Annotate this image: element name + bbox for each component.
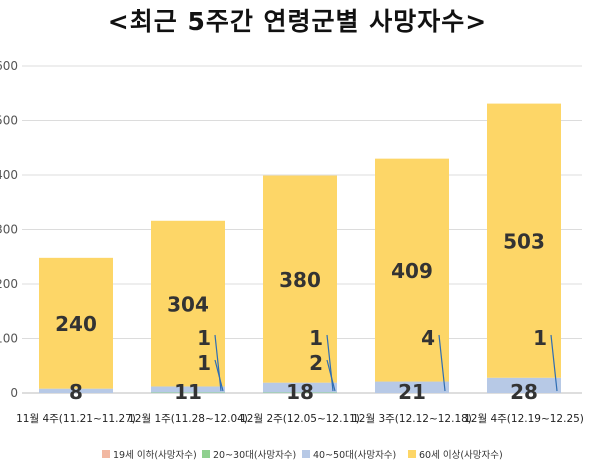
- bar-segment-1-1: [151, 392, 225, 393]
- data-label-40-50: 8: [69, 380, 83, 404]
- legend-label: 19세 이하(사망자수): [113, 449, 197, 461]
- callout-label: 2: [309, 351, 323, 375]
- data-label-60-plus: 304: [167, 293, 209, 317]
- bar-segment-3-1: [151, 220, 225, 387]
- data-label-40-50: 21: [398, 380, 426, 404]
- callout-label: 4: [421, 326, 435, 350]
- data-label-60-plus: 380: [279, 268, 321, 292]
- legend-label: 20~30대(사망자수): [213, 450, 296, 461]
- legend-swatch: [102, 450, 110, 458]
- callout-leader-line: [438, 334, 446, 392]
- bar-segment-3-4: [487, 103, 561, 378]
- callout-leader-line: [326, 359, 336, 392]
- callout-leader-line: [214, 359, 224, 392]
- bar-segment-2-1: [151, 386, 225, 393]
- bar-segment-2-3: [375, 381, 449, 393]
- callout-leader-line: [550, 334, 558, 392]
- legend-swatch: [302, 450, 310, 458]
- y-tick-label: 200: [0, 277, 18, 291]
- data-label-40-50: 28: [510, 380, 538, 404]
- legend: 19세 이하(사망자수) 20~30대(사망자수) 40~50대(사망자수) 60세 …: [102, 449, 503, 461]
- bar-segment-2-0: [39, 388, 113, 393]
- legend-swatch: [202, 450, 210, 458]
- bar-segment-3-3: [375, 158, 449, 382]
- y-tick-label: 100: [0, 332, 18, 346]
- data-label-40-50: 11: [174, 380, 202, 404]
- bar-segment-3-0: [39, 257, 113, 389]
- y-tick-label: 300: [0, 223, 18, 237]
- x-axis-label: 12월 3주(12.12~12.18): [352, 413, 472, 425]
- bars: [39, 103, 561, 393]
- bar-segment-2-4: [487, 377, 561, 393]
- data-label-60-plus: 409: [391, 259, 433, 283]
- bar-segment-1-2: [263, 392, 337, 393]
- legend-label: 60세 이상(사망자수): [419, 450, 503, 461]
- y-tick-label: 500: [0, 114, 18, 128]
- data-label-60-plus: 240: [55, 312, 97, 336]
- callout-label: 1: [197, 351, 211, 375]
- legend-swatch: [408, 450, 416, 458]
- callout-label: 1: [197, 326, 211, 350]
- callout-label: 1: [533, 326, 547, 350]
- y-tick-label: 0: [10, 386, 18, 400]
- y-tick-label: 400: [0, 168, 18, 182]
- x-axis-label: 12월 2주(12.05~12.11): [240, 413, 360, 425]
- bar-segment-3-2: [263, 175, 337, 383]
- chart-title: <최근 5주간 연령군별 사망자수>: [107, 7, 488, 36]
- data-label-60-plus: 503: [503, 230, 545, 254]
- y-tick-label: 600: [0, 59, 18, 73]
- x-axis-label: 12월 1주(11.28~12.04): [128, 413, 248, 425]
- x-axis-label: 12월 4주(12.19~12.25): [464, 413, 584, 425]
- data-label-40-50: 18: [286, 380, 314, 404]
- legend-label: 40~50대(사망자수): [313, 450, 396, 461]
- callout-label: 1: [309, 326, 323, 350]
- x-axis-label: 11월 4주(11.21~11.27): [16, 413, 136, 425]
- x-axis-labels: 11월 4주(11.21~11.27)12월 1주(11.28~12.04)12…: [16, 413, 584, 425]
- y-axis-ticks: 0 100 200 300 400 500 600: [0, 59, 18, 400]
- bar-segment-2-2: [263, 382, 337, 393]
